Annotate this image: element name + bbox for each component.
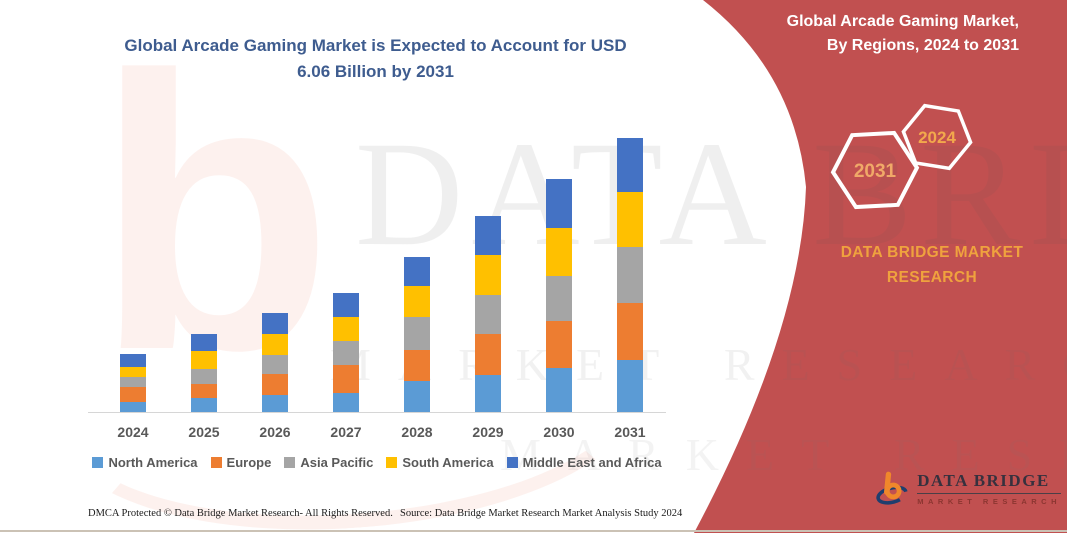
dmca-notice: DMCA Protected © Data Bridge Market Rese… xyxy=(88,508,393,519)
bar-segment-2030-south-america xyxy=(546,228,572,276)
chart-title-line2: 6.06 Billion by 2031 xyxy=(297,62,454,82)
bar-segment-2027-asia-pacific xyxy=(333,341,359,365)
bar-segment-2031-europe xyxy=(617,303,643,360)
bar-segment-2029-south-america xyxy=(475,255,501,295)
bar-segment-2025-asia-pacific xyxy=(191,369,217,384)
stacked-bar-2024 xyxy=(120,354,146,412)
brand-name-line1: DATA BRIDGE MARKET xyxy=(840,244,1024,261)
stacked-bar-2031 xyxy=(617,138,643,412)
legend-label: Asia Pacific xyxy=(300,455,374,470)
stacked-bar-2027 xyxy=(333,293,359,412)
bar-segment-2028-asia-pacific xyxy=(404,317,430,350)
bar-segment-2024-europe xyxy=(120,387,146,402)
hexagon-2031-icon xyxy=(830,130,920,210)
bar-segment-2025-europe xyxy=(191,384,217,398)
bar-segment-2026-europe xyxy=(262,374,288,395)
bar-segment-2030-europe xyxy=(546,321,572,368)
legend-item-south-america: South America xyxy=(386,455,494,470)
bar-segment-2025-middle-east-and-africa xyxy=(191,334,217,351)
bar-segment-2028-south-america xyxy=(404,286,430,317)
panel-title-line1: Global Arcade Gaming Market, xyxy=(786,13,1019,30)
bar-segment-2025-south-america xyxy=(191,351,217,369)
logo-text-block: DATA BRIDGE MARKET RESEARCH xyxy=(917,471,1061,506)
legend-swatch-icon xyxy=(386,457,398,468)
x-axis-label-2029: 2029 xyxy=(472,424,504,440)
legend-swatch-icon xyxy=(284,457,296,468)
logo-name: DATA BRIDGE xyxy=(917,471,1061,494)
x-axis-line xyxy=(88,412,666,413)
logo-tagline: MARKET RESEARCH xyxy=(917,496,1061,506)
panel-title: Global Arcade Gaming Market, By Regions,… xyxy=(709,10,1019,58)
bar-segment-2024-south-america xyxy=(120,367,146,377)
brand-name: DATA BRIDGE MARKET RESEARCH xyxy=(782,241,1067,291)
chart-title-line1: Global Arcade Gaming Market is Expected … xyxy=(124,36,627,55)
legend-label: North America xyxy=(108,455,198,470)
bar-segment-2027-north-america xyxy=(333,393,359,412)
bar-segment-2029-asia-pacific xyxy=(475,295,501,334)
bar-segment-2030-north-america xyxy=(546,368,572,412)
legend-item-europe: Europe xyxy=(210,455,272,470)
bar-segment-2029-europe xyxy=(475,334,501,375)
bar-segment-2030-asia-pacific xyxy=(546,276,572,321)
bar-segment-2024-north-america xyxy=(120,402,146,412)
year-hexagon-badges: 2024 2031 xyxy=(830,103,973,210)
x-axis-label-2027: 2027 xyxy=(330,424,362,440)
legend-item-north-america: North America xyxy=(92,455,198,470)
x-axis-label-2028: 2028 xyxy=(401,424,433,440)
bar-segment-2027-south-america xyxy=(333,317,359,341)
x-axis-label-2026: 2026 xyxy=(259,424,291,440)
bar-segment-2031-middle-east-and-africa xyxy=(617,138,643,192)
brand-name-line2: RESEARCH xyxy=(886,268,978,286)
bar-segment-2024-middle-east-and-africa xyxy=(120,354,146,367)
legend-swatch-icon xyxy=(210,457,222,468)
bar-segment-2025-north-america xyxy=(191,398,217,412)
panel-title-line2: By Regions, 2024 to 2031 xyxy=(826,37,1019,54)
x-axis-label-2031: 2031 xyxy=(614,424,646,440)
legend-label: Europe xyxy=(226,455,272,470)
x-axis-label-2024: 2024 xyxy=(117,424,149,440)
stacked-bar-2025 xyxy=(191,334,217,412)
bar-segment-2031-south-america xyxy=(617,192,643,247)
stacked-bar-2026 xyxy=(262,313,288,412)
bar-segment-2029-middle-east-and-africa xyxy=(475,216,501,255)
x-axis-label-2025: 2025 xyxy=(188,424,220,440)
badge-start-year: 2024 xyxy=(918,128,956,147)
company-logo: DATA BRIDGE MARKET RESEARCH xyxy=(876,452,1061,524)
bar-segment-2024-asia-pacific xyxy=(120,377,146,387)
legend-item-middle-east-and-africa: Middle East and Africa xyxy=(506,455,662,470)
bar-segment-2027-middle-east-and-africa xyxy=(333,293,359,317)
bar-segment-2026-asia-pacific xyxy=(262,355,288,374)
stacked-bar-2029 xyxy=(475,216,501,412)
legend-item-asia-pacific: Asia Pacific xyxy=(284,455,373,470)
bar-segment-2026-north-america xyxy=(262,395,288,412)
bar-segment-2031-asia-pacific xyxy=(617,247,643,303)
bar-segment-2028-middle-east-and-africa xyxy=(404,257,430,286)
legend-label: South America xyxy=(402,455,494,470)
stacked-bar-2028 xyxy=(404,257,430,412)
bar-segment-2026-middle-east-and-africa xyxy=(262,313,288,334)
bar-segment-2029-north-america xyxy=(475,375,501,412)
logo-b-icon xyxy=(876,471,908,505)
bar-segment-2028-europe xyxy=(404,350,430,381)
stacked-bar-2030 xyxy=(546,179,572,412)
chart-title: Global Arcade Gaming Market is Expected … xyxy=(88,33,663,86)
badge-end-year: 2031 xyxy=(854,161,897,182)
bar-segment-2026-south-america xyxy=(262,334,288,355)
legend-label: Middle East and Africa xyxy=(522,455,662,470)
source-note: Source: Data Bridge Market Research Mark… xyxy=(400,508,683,519)
legend-swatch-icon xyxy=(506,457,518,468)
bar-segment-2030-middle-east-and-africa xyxy=(546,179,572,228)
chart-legend: North America Europe Asia Pacific South Ame… xyxy=(88,455,666,470)
bar-segment-2028-north-america xyxy=(404,381,430,412)
bar-segment-2031-north-america xyxy=(617,360,643,412)
bottom-divider xyxy=(0,530,1067,532)
legend-swatch-icon xyxy=(92,457,104,468)
bar-segment-2027-europe xyxy=(333,365,359,393)
x-axis-label-2030: 2030 xyxy=(543,424,575,440)
